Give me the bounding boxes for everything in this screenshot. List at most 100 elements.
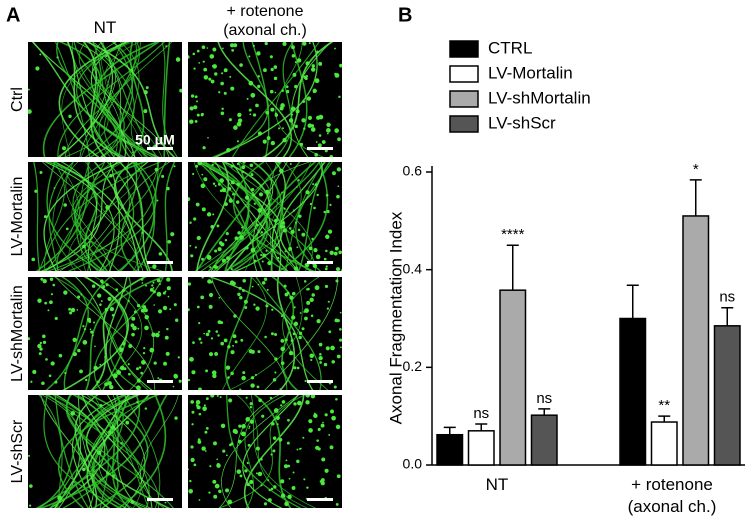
puncta (263, 68, 267, 73)
puncta (313, 206, 316, 210)
fiber (270, 277, 299, 390)
puncta (193, 463, 197, 467)
puncta (296, 448, 299, 451)
puncta (141, 282, 144, 284)
puncta (232, 344, 235, 347)
puncta (198, 337, 202, 341)
puncta (72, 337, 77, 342)
puncta (288, 246, 293, 251)
significance-label: ** (658, 397, 670, 414)
puncta (130, 323, 135, 328)
y-tick-label: 0.6 (403, 163, 423, 179)
puncta (91, 334, 94, 337)
puncta (329, 250, 334, 256)
puncta (302, 100, 306, 103)
puncta (271, 308, 274, 311)
puncta (100, 300, 103, 302)
puncta (218, 296, 221, 299)
puncta (245, 246, 249, 250)
fiber (47, 395, 160, 508)
fiber (85, 277, 165, 390)
puncta (37, 298, 42, 303)
fiber (86, 395, 150, 508)
puncta (218, 489, 222, 494)
puncta (239, 63, 243, 67)
puncta (227, 186, 232, 191)
puncta (255, 472, 258, 475)
puncta (273, 485, 277, 489)
puncta (334, 73, 340, 78)
puncta (203, 332, 205, 335)
bar (713, 325, 741, 466)
puncta (337, 137, 341, 142)
puncta (238, 286, 242, 290)
puncta (234, 236, 239, 241)
puncta (248, 427, 250, 429)
puncta (305, 395, 311, 398)
puncta (227, 499, 233, 505)
puncta (226, 454, 228, 457)
puncta (222, 47, 224, 50)
puncta (105, 283, 109, 287)
puncta (224, 202, 228, 206)
puncta (208, 292, 214, 298)
puncta (58, 353, 63, 358)
puncta (291, 45, 295, 50)
puncta (310, 124, 315, 128)
puncta (302, 42, 307, 46)
puncta (334, 318, 339, 323)
puncta (320, 478, 325, 482)
puncta (32, 369, 37, 374)
puncta (37, 343, 42, 349)
puncta (303, 280, 307, 283)
puncta (28, 88, 30, 91)
puncta (42, 278, 47, 284)
puncta (316, 50, 319, 54)
puncta (54, 316, 58, 321)
puncta (205, 397, 209, 401)
puncta (327, 300, 330, 303)
puncta (324, 267, 328, 271)
puncta (230, 86, 235, 91)
scale-bar (147, 498, 173, 501)
puncta (239, 296, 243, 300)
significance-label: ns (473, 405, 489, 422)
puncta (205, 427, 209, 430)
puncta (214, 184, 217, 187)
puncta (269, 396, 273, 400)
scale-bar (147, 261, 173, 264)
puncta (68, 114, 72, 119)
puncta (209, 54, 215, 59)
puncta (189, 356, 194, 362)
fiber (200, 162, 269, 271)
puncta (197, 439, 202, 444)
bar (682, 215, 710, 466)
puncta (333, 385, 337, 389)
puncta (296, 459, 300, 464)
puncta (193, 105, 198, 110)
puncta (268, 488, 271, 492)
puncta (143, 346, 146, 350)
micrograph (28, 162, 182, 271)
row-label: LV-Mortalin (9, 177, 26, 257)
puncta (290, 339, 294, 343)
puncta (318, 114, 324, 120)
puncta (202, 406, 207, 411)
fiber (56, 42, 122, 157)
puncta (304, 316, 308, 321)
puncta (250, 173, 254, 177)
puncta (201, 257, 204, 261)
puncta (327, 229, 333, 234)
puncta (63, 203, 67, 207)
puncta (305, 400, 310, 405)
puncta (213, 264, 218, 269)
puncta (232, 192, 235, 196)
puncta (296, 58, 302, 63)
row-label: LV-shMortalin (9, 285, 26, 382)
fiber (268, 162, 278, 271)
puncta (251, 188, 255, 192)
puncta (270, 487, 274, 491)
puncta (93, 321, 96, 324)
puncta (50, 293, 53, 296)
puncta (280, 315, 284, 318)
